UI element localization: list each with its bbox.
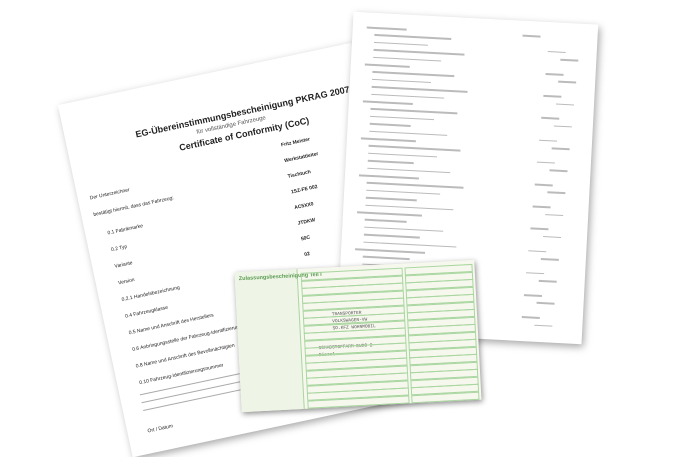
spec-text-row [366,189,441,195]
spec-text-row [367,159,414,164]
spec-text-row [363,241,457,248]
spec-text-row [370,108,458,115]
spec-text-row [370,115,435,121]
spec-value-row [560,58,579,62]
coc-footer: Ort / Datum [147,423,174,435]
spec-text-row [363,233,420,239]
spec-text-row [365,196,417,202]
spec-value-row [539,139,558,142]
spec-value-row [547,191,566,195]
spec-text-row [367,167,451,174]
coc-intro: Der Unterzeichner [89,187,131,202]
spec-value-row [545,72,564,76]
spec-text-row [371,93,445,99]
spec-value-row [553,125,572,128]
spec-value-row [541,117,560,120]
spec-text-row [366,26,407,31]
spec-value-row [555,103,575,106]
spec-value-row [534,324,553,327]
spec-value-row [521,316,540,319]
spec-value-row [522,34,541,38]
spec-text-row [369,122,411,127]
spec-text-row [364,219,407,223]
spec-text-row [371,78,431,84]
spec-text-row [371,86,468,93]
spec-text-row [362,100,413,105]
spec-value-row [532,205,551,209]
spec-text-row [364,226,444,233]
spec-value-row [530,227,549,231]
spec-text-row [360,137,416,142]
spec-value-row [542,235,562,239]
spec-value-row [549,169,568,172]
spec-text-row [373,49,465,56]
spec-value-row [551,147,570,150]
spec-value-row [558,81,577,84]
vehicle-registration-certificate: Zulassungsbescheinigung Teil I TRANSPORT… [234,259,482,413]
spec-value-row [547,50,566,54]
spec-value-row [538,280,557,283]
spec-value-row [526,271,545,275]
spec-text-row [369,130,448,136]
spec-value-row [536,302,555,305]
coc-value-list: Fritz Meister Werkstattleiter Tischtuch … [279,131,340,263]
spec-value-row [543,95,562,98]
spec-text-row [368,145,461,152]
spec-text-row [368,152,438,158]
spec-text-row [373,41,428,47]
spec-text-row [374,34,452,40]
spec-text-row [364,63,410,68]
spec-text-row [362,256,410,260]
spec-text-row [372,71,455,78]
registration-left-panel [234,269,305,413]
spec-value-row [523,294,542,297]
spec-value-row [534,183,553,186]
spec-text-row [355,248,426,254]
spec-value-row [536,161,555,164]
spec-value-row [540,257,559,261]
spec-value-row [545,213,564,217]
spec-text-row [357,211,423,217]
spec-text-row [358,174,419,179]
spec-text-row [366,182,464,189]
spec-text-row [373,56,442,62]
spec-text-row [365,204,454,211]
spec-value-row [528,249,547,253]
